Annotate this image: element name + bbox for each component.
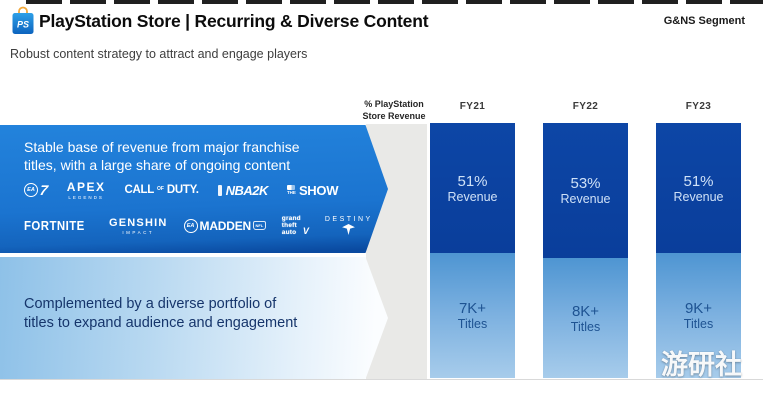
franchise-text-line2: titles, with a large share of ongoing co… [24,157,291,174]
chart-column-fy21: FY21 51% Revenue 7K+ Titles [430,101,515,378]
year-label: FY21 [459,101,486,112]
top-video-artifact-strip [26,0,763,4]
page-subtitle: Robust content strategy to attract and e… [10,47,308,61]
titles-word: Titles [570,319,601,334]
franchise-banner-text: Stable base of revenue from major franch… [24,138,299,175]
logo-apex-legends: APEX LEGENDS [66,180,106,200]
slide-bottom-divider [0,379,763,380]
revenue-word: Revenue [673,189,724,204]
franchise-text-line1: Stable base of revenue from major franch… [24,139,300,155]
franchise-banner-arrow: Stable base of revenue from major franch… [0,125,388,253]
titles-word: Titles [683,317,714,332]
logo-grand-theft-auto: grand theft auto V [281,215,309,237]
titles-word: Titles [457,317,488,332]
titles-segment: 8K+ Titles [543,258,628,378]
logo-nba-2k: NBA2K [217,183,268,198]
stacked-bar: 53% Revenue 8K+ Titles [543,123,628,378]
revenue-column-header: % PlayStation Store Revenue [362,99,426,121]
nba-logo-icon [217,184,222,196]
logo-ea-sports-fc: EA 7 [24,182,49,198]
revenue-segment: 53% Revenue [543,123,628,259]
destiny-tricorn-icon [342,224,356,236]
diverse-portfolio-arrow: Complemented by a diverse portfolio of t… [0,257,388,379]
fc-crest-icon: 7 [38,182,49,198]
revenue-value: 51% [683,172,714,190]
segment-label: G&NS Segment [663,15,745,27]
franchise-logos-row-2: FORTNITE GENSHIN IMPACT EA MADDEN NFL gr… [24,215,373,236]
year-label: FY23 [685,101,712,112]
ea-sports-badge-icon: EA [24,183,38,197]
diverse-text-line1: Complemented by a diverse portfolio of [24,296,277,312]
logo-madden-nfl: EA MADDEN NFL [183,218,266,233]
revenue-word: Revenue [560,192,611,207]
franchise-logos-row-1: EA 7 APEX LEGENDS CALL OF DUTY. NBA2K TH… [24,180,338,200]
revenue-segment: 51% Revenue [656,123,741,254]
titles-segment: 7K+ Titles [430,253,515,378]
year-label: FY22 [572,101,599,112]
logo-fortnite: FORTNITE [24,218,85,234]
gta-v-mark: V [302,226,309,237]
revenue-segment: 51% Revenue [430,123,515,254]
playstation-store-bag-icon: PS [12,6,34,34]
titles-value: 7K+ [458,300,487,318]
stacked-bar: 51% Revenue 9K+ Titles [656,123,741,378]
titles-value: 9K+ [684,300,713,318]
mlb-logo-icon [287,184,296,190]
nfl-shield-icon: NFL [253,221,266,231]
chart-column-fy22: FY22 53% Revenue 8K+ Titles [543,101,628,378]
diverse-portfolio-text: Complemented by a diverse portfolio of t… [24,295,297,333]
titles-value: 8K+ [571,302,600,320]
titles-segment: 9K+ Titles [656,253,741,378]
stacked-bar: 51% Revenue 7K+ Titles [430,123,515,378]
chart-column-fy23: FY23 51% Revenue 9K+ Titles [656,101,741,378]
ea-sports-badge-icon: EA [183,218,198,233]
logo-destiny: DESTINY [325,216,373,236]
revenue-value: 53% [570,175,601,193]
diverse-text-line2: titles to expand audience and engagement [24,314,298,331]
logo-call-of-duty: CALL OF DUTY. [124,184,199,196]
logo-mlb-the-show: THE SHOW [286,182,339,198]
logo-genshin-impact: GENSHIN IMPACT [109,216,168,235]
ps-logo-glyph: PS [17,20,29,30]
watermark-text: 游研社 [661,350,742,380]
revenue-word: Revenue [447,189,498,204]
revenue-value: 51% [457,172,488,190]
page-title: PlayStation Store | Recurring & Diverse … [39,11,429,31]
